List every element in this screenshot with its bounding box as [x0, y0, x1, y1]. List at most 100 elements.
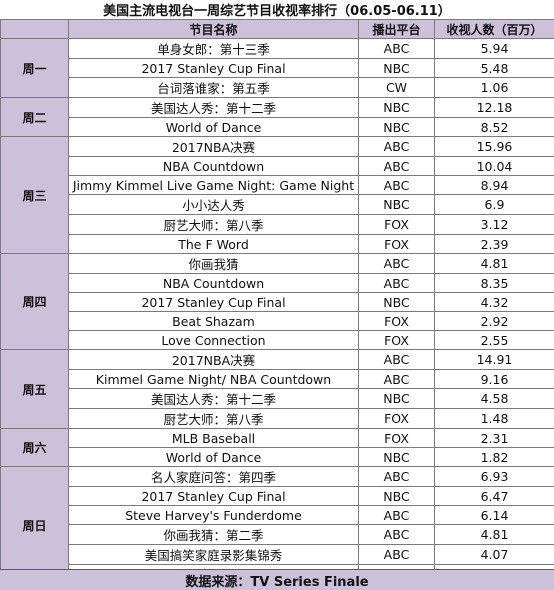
network-cell: FOX	[359, 409, 435, 429]
program-name-cell: Jimmy Kimmel Live Game Night: Game Night	[69, 176, 359, 195]
program-name-cell: 你画我猜：第二季	[69, 525, 359, 545]
viewers-cell: 2.39	[435, 235, 554, 254]
network-column-header: 播出平台	[359, 20, 435, 39]
program-name-cell: NBA Countdown	[69, 157, 359, 176]
program-column-header: 节目名称	[69, 20, 359, 39]
network-cell: FOX	[359, 429, 435, 448]
network-cell: ABC	[359, 545, 435, 565]
network-cell: ABC	[359, 137, 435, 157]
day-label: 周日	[1, 467, 69, 585]
network-cell: FOX	[359, 312, 435, 331]
table-title: 美国主流电视台一周综艺节目收视率排行（06.05-06.11）	[0, 0, 554, 19]
program-name-cell: 名人家庭问答：第四季	[69, 467, 359, 487]
viewers-cell: 8.35	[435, 274, 554, 293]
day-label: 周六	[1, 429, 69, 467]
viewers-cell: 6.9	[435, 195, 554, 215]
program-name-cell: World of Dance	[69, 118, 359, 137]
network-cell: NBC	[359, 448, 435, 467]
day-label: 周五	[1, 350, 69, 429]
table-row: Jimmy Kimmel Live Game Night: Game Night…	[1, 176, 554, 195]
network-cell: ABC	[359, 370, 435, 389]
program-name-cell: Love Connection	[69, 331, 359, 350]
network-cell: ABC	[359, 254, 435, 274]
network-cell: ABC	[359, 176, 435, 195]
viewers-cell: 8.94	[435, 176, 554, 195]
viewers-cell: 5.94	[435, 39, 554, 59]
network-cell: ABC	[359, 467, 435, 487]
network-cell: NBC	[359, 98, 435, 118]
program-name-cell: 美国达人秀：第十二季	[69, 389, 359, 409]
program-name-cell: 单身女郎：第十三季	[69, 39, 359, 59]
program-name-cell: 你画我猜	[69, 254, 359, 274]
day-label: 周四	[1, 254, 69, 350]
network-cell: ABC	[359, 506, 435, 525]
network-cell: NBC	[359, 293, 435, 312]
program-name-cell: Kimmel Game Night/ NBA Countdown	[69, 370, 359, 389]
viewers-cell: 4.81	[435, 254, 554, 274]
viewers-cell: 10.04	[435, 157, 554, 176]
network-cell: NBC	[359, 195, 435, 215]
program-name-cell: MLB Baseball	[69, 429, 359, 448]
viewers-cell: 6.47	[435, 487, 554, 506]
program-name-cell: 2017 Stanley Cup Final	[69, 293, 359, 312]
program-name-cell: 美国达人秀：第十二季	[69, 98, 359, 118]
viewers-cell: 4.32	[435, 293, 554, 312]
network-cell: NBC	[359, 487, 435, 506]
network-cell: ABC	[359, 157, 435, 176]
viewers-cell: 1.82	[435, 448, 554, 467]
viewers-cell: 3.12	[435, 215, 554, 235]
program-name-cell: Steve Harvey's Funderdome	[69, 506, 359, 525]
viewers-cell: 2.92	[435, 312, 554, 331]
network-cell: FOX	[359, 331, 435, 350]
viewers-cell: 2.55	[435, 331, 554, 350]
network-cell: FOX	[359, 235, 435, 254]
viewers-cell: 2.31	[435, 429, 554, 448]
program-name-cell: 2017NBA决赛	[69, 137, 359, 157]
viewers-cell: 4.58	[435, 389, 554, 409]
viewers-cell: 12.18	[435, 98, 554, 118]
viewers-cell: 14.91	[435, 350, 554, 370]
header-row: 节目名称 播出平台 收视人数（百万）	[1, 20, 554, 39]
network-cell: ABC	[359, 525, 435, 545]
viewers-cell: 1.06	[435, 78, 554, 98]
network-cell: ABC	[359, 274, 435, 293]
day-label: 周三	[1, 137, 69, 254]
viewers-cell: 1.48	[435, 409, 554, 429]
data-source-footer: 数据来源：TV Series Finale	[0, 569, 554, 590]
program-name-cell: 2017NBA决赛	[69, 350, 359, 370]
day-label: 周二	[1, 98, 69, 137]
network-cell: NBC	[359, 389, 435, 409]
program-name-cell: Beat Shazam	[69, 312, 359, 331]
viewers-cell: 8.52	[435, 118, 554, 137]
network-cell: ABC	[359, 39, 435, 59]
day-column-header	[1, 20, 69, 39]
program-name-cell: World of Dance	[69, 448, 359, 467]
viewers-cell: 15.96	[435, 137, 554, 157]
network-cell: CW	[359, 78, 435, 98]
program-name-cell: 台词落谁家：第五季	[69, 78, 359, 98]
